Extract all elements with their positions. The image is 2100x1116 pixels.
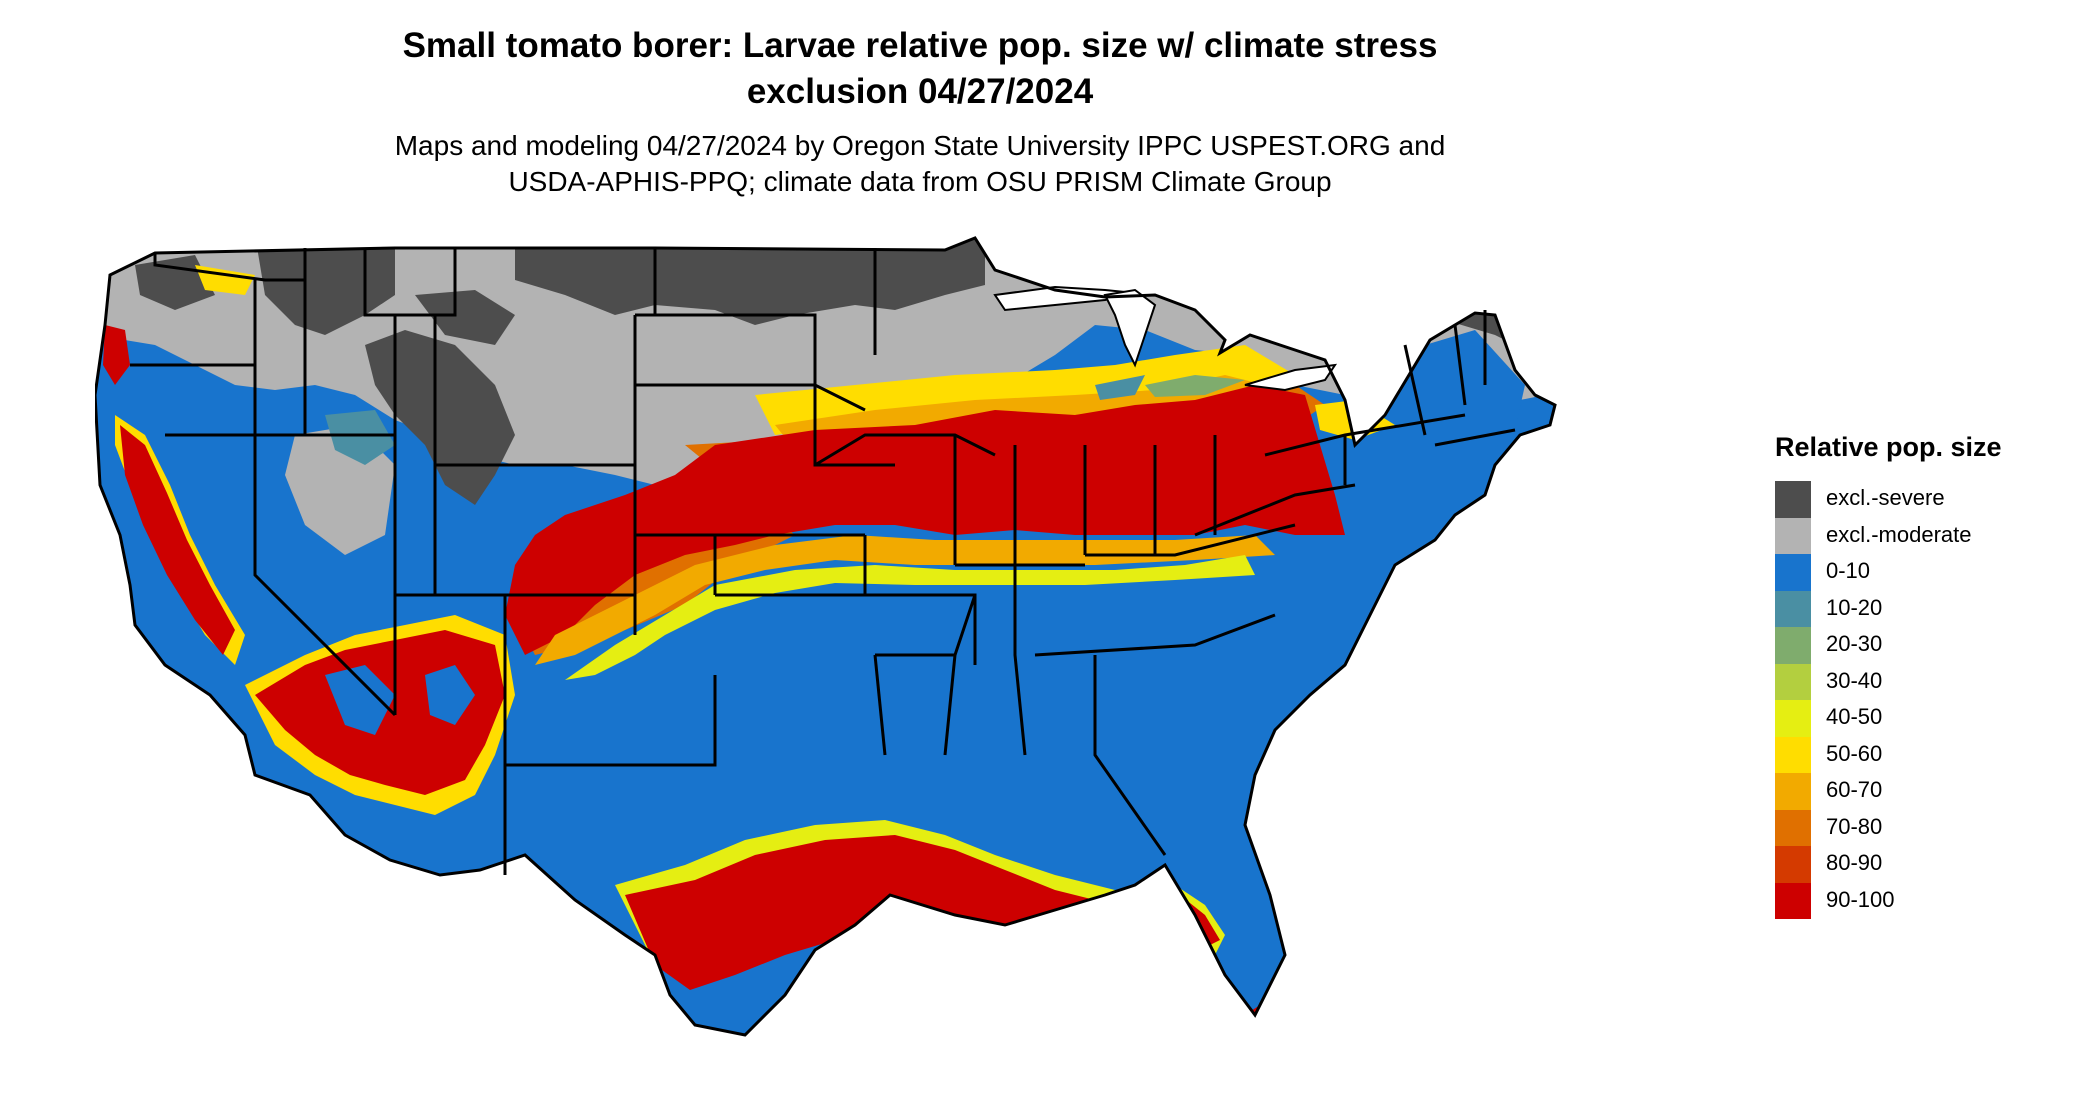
legend-swatch bbox=[1775, 882, 1811, 919]
legend-label: excl.-moderate bbox=[1826, 521, 1972, 547]
legend-item: 80-90 bbox=[1775, 846, 2002, 883]
legend-item: 60-70 bbox=[1775, 773, 2002, 810]
legend-label: 90-100 bbox=[1826, 886, 1895, 912]
legend-label: 20-30 bbox=[1826, 631, 1883, 656]
legend-item: 40-50 bbox=[1775, 700, 2002, 737]
legend-swatch bbox=[1775, 736, 1811, 773]
legend-swatch bbox=[1775, 773, 1811, 810]
legend-label: 70-80 bbox=[1826, 813, 1883, 839]
map-subtitle-line1: Maps and modeling 04/27/2024 by Oregon S… bbox=[394, 130, 1446, 161]
legend-item: 0-10 bbox=[1775, 554, 2002, 591]
legend-swatch bbox=[1775, 481, 1811, 518]
legend-swatch bbox=[1775, 517, 1811, 554]
map-title-line1: Small tomato borer: Larvae relative pop.… bbox=[402, 26, 1438, 65]
us-risk-map bbox=[95, 236, 1557, 1037]
legend-swatch bbox=[1775, 809, 1811, 846]
legend-label: 10-20 bbox=[1826, 594, 1883, 620]
legend-label: 40-50 bbox=[1826, 704, 1883, 729]
legend-label: 80-90 bbox=[1826, 850, 1883, 875]
legend-title: Relative pop. size bbox=[1775, 432, 2002, 462]
legend-item: excl.-moderate bbox=[1775, 517, 2002, 554]
legend-label: excl.-severe bbox=[1826, 485, 1945, 510]
legend-label: 60-70 bbox=[1826, 777, 1883, 802]
legend-swatch bbox=[1775, 627, 1811, 664]
legend-label: 30-40 bbox=[1826, 667, 1883, 693]
legend-swatch bbox=[1775, 663, 1811, 700]
legend-item: 10-20 bbox=[1775, 590, 2002, 627]
legend-item: 70-80 bbox=[1775, 809, 2002, 846]
legend-item: 90-100 bbox=[1775, 882, 2002, 919]
legend-label: 50-60 bbox=[1826, 740, 1883, 766]
legend-label: 0-10 bbox=[1826, 558, 1871, 583]
legend-item: excl.-severe bbox=[1775, 481, 2002, 518]
map-subtitle-line2: USDA-APHIS-PPQ; climate data from OSU PR… bbox=[508, 166, 1332, 197]
legend-swatch bbox=[1775, 846, 1811, 883]
legend-item: 20-30 bbox=[1775, 627, 2002, 664]
legend-swatch bbox=[1775, 590, 1811, 627]
legend-item: 50-60 bbox=[1775, 736, 2002, 773]
legend: Relative pop. size excl.-severe excl.-mod… bbox=[1775, 432, 2002, 919]
legend-item: 30-40 bbox=[1775, 663, 2002, 700]
legend-swatch bbox=[1775, 554, 1811, 591]
legend-swatch bbox=[1775, 700, 1811, 737]
map-title-line2: exclusion 04/27/2024 bbox=[746, 72, 1094, 111]
